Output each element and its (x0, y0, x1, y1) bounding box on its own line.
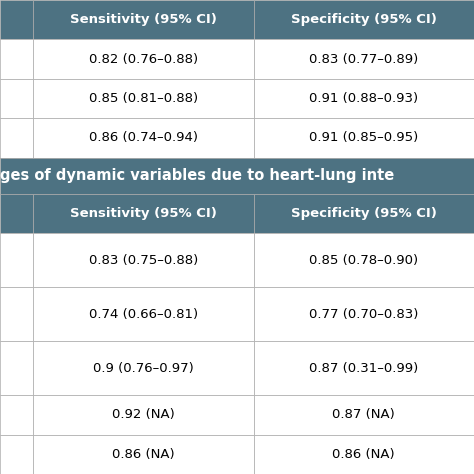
Bar (254, 395, 474, 435)
Text: 0.87 (NA): 0.87 (NA) (332, 409, 395, 421)
Text: Sensitivity (95% CI): Sensitivity (95% CI) (70, 207, 217, 220)
Text: 0.77 (0.70–0.83): 0.77 (0.70–0.83) (309, 308, 419, 321)
Text: Sensitivity (95% CI): Sensitivity (95% CI) (70, 13, 217, 26)
Bar (254, 435, 474, 474)
Bar (0, 158, 474, 194)
Bar (33, 194, 254, 233)
Text: 0.86 (0.74–0.94): 0.86 (0.74–0.94) (89, 131, 198, 145)
Text: 0.83 (0.77–0.89): 0.83 (0.77–0.89) (309, 53, 419, 65)
Bar (0, 0, 33, 39)
Bar (254, 0, 474, 39)
Text: 0.85 (0.78–0.90): 0.85 (0.78–0.90) (309, 254, 419, 267)
Text: 0.83 (0.75–0.88): 0.83 (0.75–0.88) (89, 254, 198, 267)
Bar (33, 79, 254, 118)
Bar (254, 341, 474, 395)
Text: 0.91 (0.85–0.95): 0.91 (0.85–0.95) (309, 131, 419, 145)
Bar (254, 287, 474, 341)
Bar (254, 79, 474, 118)
Bar (0, 118, 33, 158)
Bar (33, 233, 254, 287)
Bar (0, 287, 33, 341)
Text: 0.85 (0.81–0.88): 0.85 (0.81–0.88) (89, 92, 198, 105)
Text: 0.87 (0.31–0.99): 0.87 (0.31–0.99) (309, 362, 419, 375)
Bar (33, 39, 254, 79)
Bar (0, 341, 33, 395)
Bar (33, 287, 254, 341)
Text: 0.86 (NA): 0.86 (NA) (112, 448, 175, 461)
Text: Specificity (95% CI): Specificity (95% CI) (291, 207, 437, 220)
Bar (254, 233, 474, 287)
Text: 0.9 (0.76–0.97): 0.9 (0.76–0.97) (93, 362, 194, 375)
Bar (0, 435, 33, 474)
Bar (254, 118, 474, 158)
Text: ges of dynamic variables due to heart-lung inte: ges of dynamic variables due to heart-lu… (0, 168, 394, 183)
Bar (254, 194, 474, 233)
Bar (33, 395, 254, 435)
Text: Specificity (95% CI): Specificity (95% CI) (291, 13, 437, 26)
Text: 0.91 (0.88–0.93): 0.91 (0.88–0.93) (309, 92, 419, 105)
Bar (33, 0, 254, 39)
Bar (33, 118, 254, 158)
Bar (0, 79, 33, 118)
Bar (0, 194, 33, 233)
Bar (0, 39, 33, 79)
Bar (33, 435, 254, 474)
Text: 0.86 (NA): 0.86 (NA) (332, 448, 395, 461)
Text: 0.74 (0.66–0.81): 0.74 (0.66–0.81) (89, 308, 198, 321)
Bar (33, 341, 254, 395)
Text: 0.82 (0.76–0.88): 0.82 (0.76–0.88) (89, 53, 198, 65)
Bar (0, 395, 33, 435)
Bar (254, 39, 474, 79)
Text: 0.92 (NA): 0.92 (NA) (112, 409, 175, 421)
Bar (0, 233, 33, 287)
